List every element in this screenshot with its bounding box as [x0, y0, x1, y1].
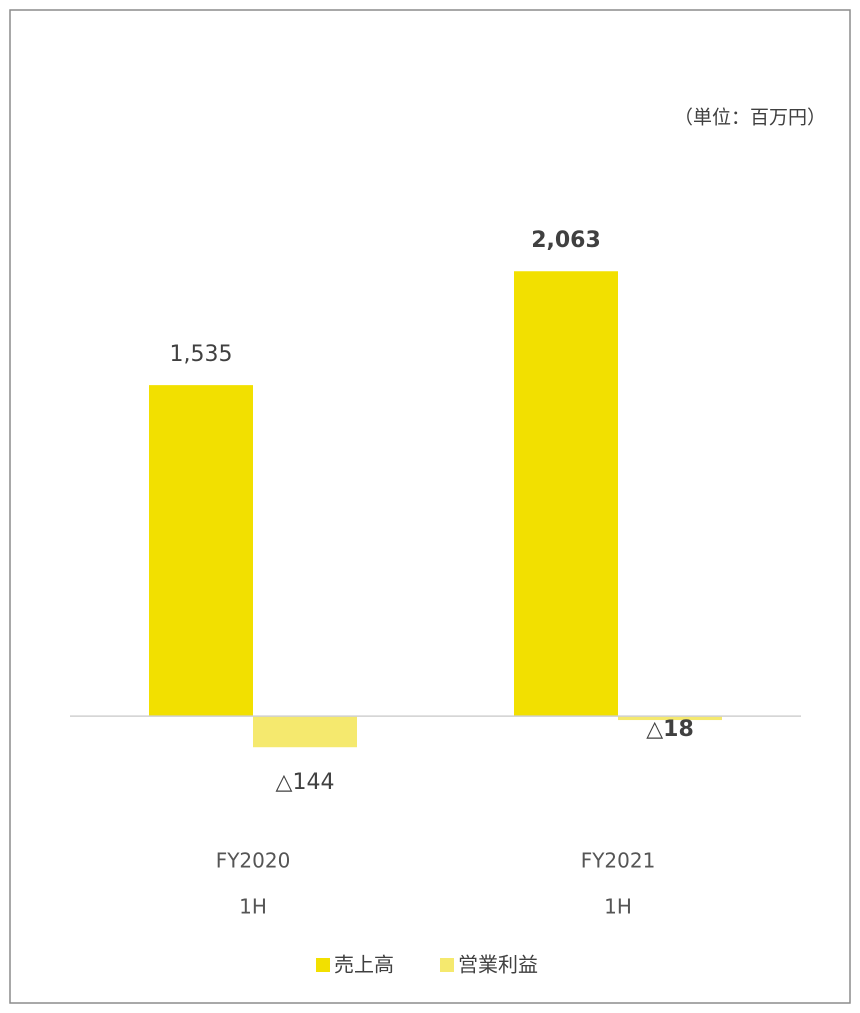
- bar: [253, 716, 357, 748]
- x-tick-label: 1H: [604, 895, 632, 919]
- data-label: 1,535: [170, 342, 233, 367]
- unit-note: （単位：百万円）: [674, 107, 826, 129]
- legend-swatch: [440, 958, 454, 972]
- x-tick-label: 1H: [239, 895, 267, 919]
- legend-swatch: [316, 958, 330, 972]
- x-tick-label: FY2021: [581, 849, 656, 873]
- data-label: △18: [646, 717, 694, 742]
- bar: [618, 716, 722, 721]
- x-tick-label: FY2020: [216, 849, 291, 873]
- legend-label: 売上高: [334, 953, 394, 977]
- chart-border: [9, 9, 851, 1004]
- data-label: 2,063: [531, 228, 601, 253]
- bar: [514, 271, 618, 717]
- data-label: △144: [276, 770, 335, 795]
- legend-label: 営業利益: [458, 953, 538, 977]
- bar: [149, 385, 253, 717]
